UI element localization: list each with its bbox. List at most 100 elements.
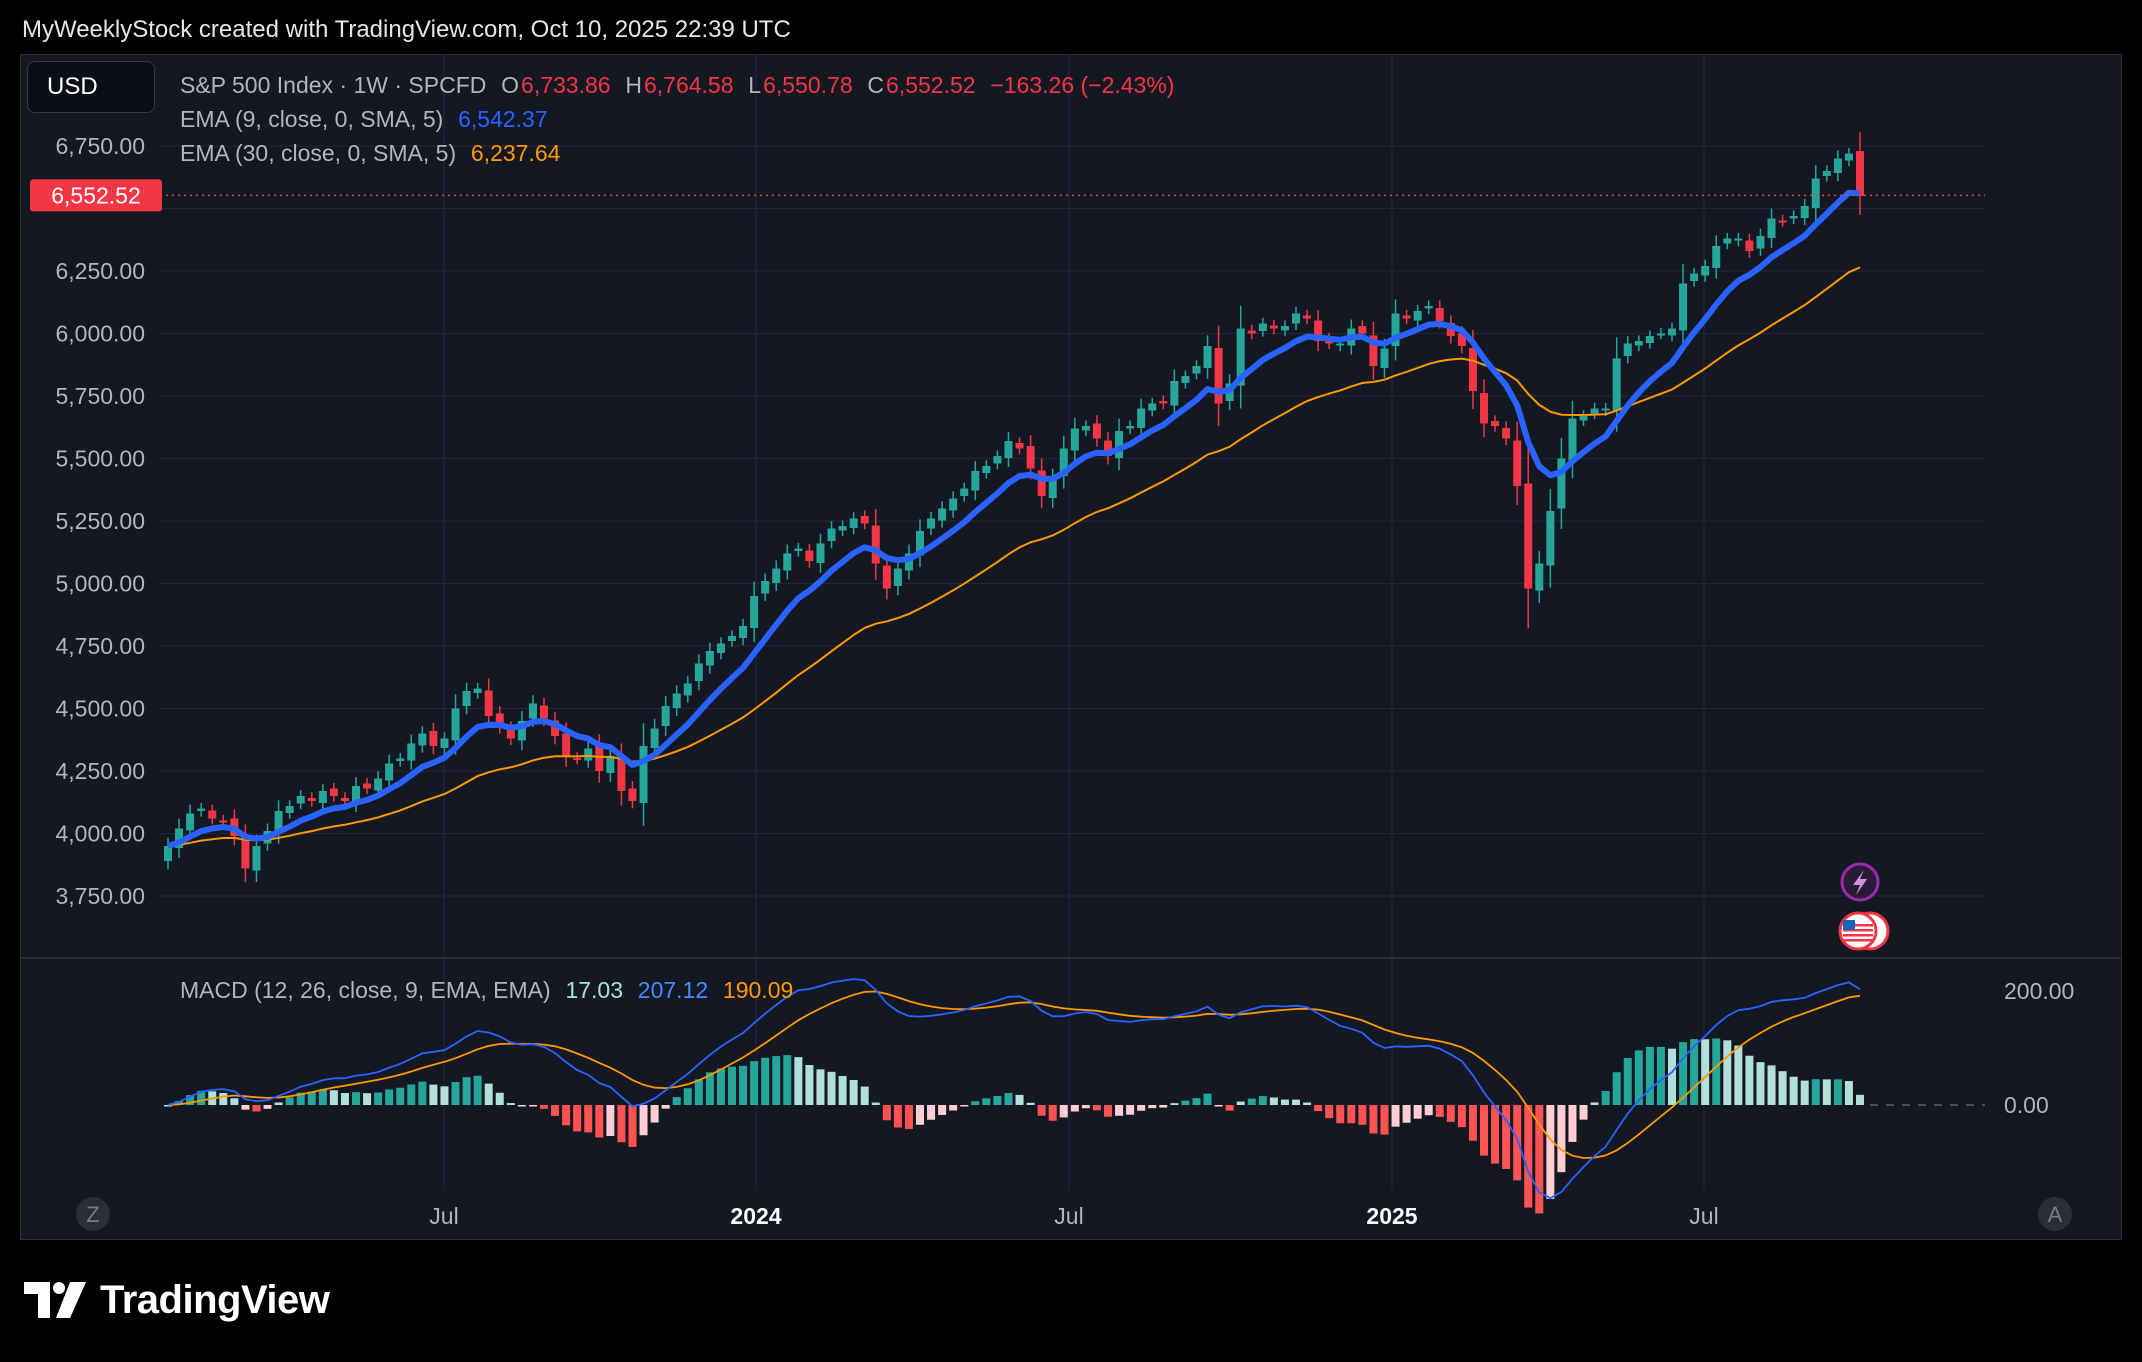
candle-body[interactable] bbox=[418, 733, 427, 746]
candle-body[interactable] bbox=[882, 565, 891, 589]
candle-body[interactable] bbox=[1413, 311, 1422, 321]
candle-body[interactable] bbox=[827, 528, 836, 542]
auto-scale-z-button[interactable] bbox=[76, 1197, 110, 1231]
candle-body[interactable] bbox=[683, 683, 692, 696]
candle-body[interactable] bbox=[1104, 440, 1112, 457]
candle-body[interactable] bbox=[1745, 240, 1754, 252]
candle-body[interactable] bbox=[1402, 315, 1411, 319]
chart-frame[interactable] bbox=[20, 54, 2122, 1240]
candle-body[interactable] bbox=[805, 550, 814, 562]
candle-body[interactable] bbox=[1369, 335, 1378, 367]
candle-body[interactable] bbox=[1645, 336, 1654, 343]
candle-body[interactable] bbox=[672, 693, 681, 709]
candle-body[interactable] bbox=[1269, 325, 1278, 329]
candle-body[interactable] bbox=[1380, 348, 1389, 369]
candle-body[interactable] bbox=[197, 808, 206, 812]
candle-body[interactable] bbox=[1723, 238, 1732, 244]
candle-body[interactable] bbox=[1303, 315, 1312, 319]
candle-body[interactable] bbox=[1247, 330, 1256, 334]
candle-body[interactable] bbox=[1004, 441, 1013, 458]
symbol-label[interactable]: S&P 500 Index · 1W · SPCFD bbox=[180, 72, 487, 98]
candle-body[interactable] bbox=[329, 788, 338, 797]
candle-body[interactable] bbox=[772, 568, 781, 584]
candle-body[interactable] bbox=[1203, 346, 1212, 368]
candle-body[interactable] bbox=[1026, 446, 1035, 469]
candle-body[interactable] bbox=[1258, 323, 1267, 332]
candle-body[interactable] bbox=[1391, 313, 1400, 347]
candle-body[interactable] bbox=[429, 731, 438, 746]
candle-body[interactable] bbox=[595, 746, 604, 771]
candle-body[interactable] bbox=[1800, 206, 1809, 218]
candle-body[interactable] bbox=[1092, 423, 1101, 439]
candle-body[interactable] bbox=[396, 758, 405, 762]
candle-body[interactable] bbox=[1059, 448, 1068, 477]
tradingview-logo[interactable]: TradingView bbox=[24, 1276, 330, 1324]
candle-body[interactable] bbox=[739, 626, 748, 638]
candle-body[interactable] bbox=[340, 798, 349, 801]
candle-body[interactable] bbox=[1601, 408, 1610, 411]
candle-body[interactable] bbox=[1701, 266, 1710, 276]
candle-body[interactable] bbox=[175, 828, 184, 849]
candle-body[interactable] bbox=[1457, 333, 1466, 347]
candle-body[interactable] bbox=[949, 498, 958, 511]
candle-body[interactable] bbox=[871, 525, 880, 564]
candle-body[interactable] bbox=[1468, 348, 1477, 391]
candle-body[interactable] bbox=[1192, 366, 1201, 374]
candle-body[interactable] bbox=[1037, 470, 1046, 497]
macd-legend[interactable]: MACD (12, 26, close, 9, EMA, EMA) 17.03 … bbox=[180, 977, 795, 1004]
candle-body[interactable] bbox=[705, 651, 714, 666]
candle-body[interactable] bbox=[971, 471, 980, 491]
candle-body[interactable] bbox=[241, 838, 250, 869]
candle-body[interactable] bbox=[1656, 333, 1665, 336]
candle-body[interactable] bbox=[374, 778, 383, 791]
candle-body[interactable] bbox=[1181, 376, 1190, 383]
candle-body[interactable] bbox=[208, 810, 217, 819]
candle-body[interactable] bbox=[1789, 216, 1798, 219]
candle-body[interactable] bbox=[1424, 306, 1433, 309]
candle-body[interactable] bbox=[893, 568, 902, 587]
candle-body[interactable] bbox=[750, 596, 759, 628]
candle-body[interactable] bbox=[1502, 428, 1511, 439]
candle-body[interactable] bbox=[650, 728, 659, 749]
candle-body[interactable] bbox=[1623, 343, 1632, 357]
candle-body[interactable] bbox=[628, 788, 637, 802]
candle-body[interactable] bbox=[528, 703, 537, 719]
candle-body[interactable] bbox=[927, 518, 936, 529]
candle-body[interactable] bbox=[573, 758, 582, 760]
candle-body[interactable] bbox=[1170, 381, 1179, 406]
candle-body[interactable] bbox=[1568, 418, 1577, 461]
candle-body[interactable] bbox=[407, 743, 416, 761]
candle-body[interactable] bbox=[540, 705, 548, 719]
candle-body[interactable] bbox=[462, 691, 471, 706]
candle-body[interactable] bbox=[916, 531, 924, 556]
candle-body[interactable] bbox=[1336, 343, 1345, 346]
candle-body[interactable] bbox=[517, 721, 526, 741]
candle-body[interactable] bbox=[794, 548, 803, 552]
candle-body[interactable] bbox=[1314, 320, 1323, 342]
candle-body[interactable] bbox=[1590, 408, 1599, 414]
candle-body[interactable] bbox=[1679, 283, 1688, 331]
candle-body[interactable] bbox=[716, 643, 725, 654]
candle-body[interactable] bbox=[694, 663, 703, 682]
candle-body[interactable] bbox=[1126, 426, 1135, 429]
candle-body[interactable] bbox=[296, 796, 305, 804]
ema9-legend[interactable]: EMA (9, close, 0, SMA, 5) 6,542.37 bbox=[180, 106, 550, 133]
candle-body[interactable] bbox=[1833, 158, 1842, 174]
candle-body[interactable] bbox=[1690, 273, 1699, 282]
candle-body[interactable] bbox=[473, 688, 482, 694]
candle-body[interactable] bbox=[440, 738, 449, 749]
candle-body[interactable] bbox=[1358, 326, 1367, 334]
candle-body[interactable] bbox=[783, 553, 792, 571]
candle-body[interactable] bbox=[1811, 178, 1820, 209]
candle-body[interactable] bbox=[1546, 511, 1555, 566]
candle-body[interactable] bbox=[728, 636, 736, 641]
candle-body[interactable] bbox=[1048, 478, 1057, 499]
candle-body[interactable] bbox=[1480, 393, 1488, 424]
candle-body[interactable] bbox=[1634, 341, 1643, 346]
candle-body[interactable] bbox=[219, 820, 228, 823]
candle-body[interactable] bbox=[1778, 220, 1787, 223]
candle-body[interactable] bbox=[816, 543, 825, 564]
candle-body[interactable] bbox=[982, 466, 991, 473]
candle-body[interactable] bbox=[1513, 440, 1522, 487]
candle-body[interactable] bbox=[252, 846, 261, 871]
